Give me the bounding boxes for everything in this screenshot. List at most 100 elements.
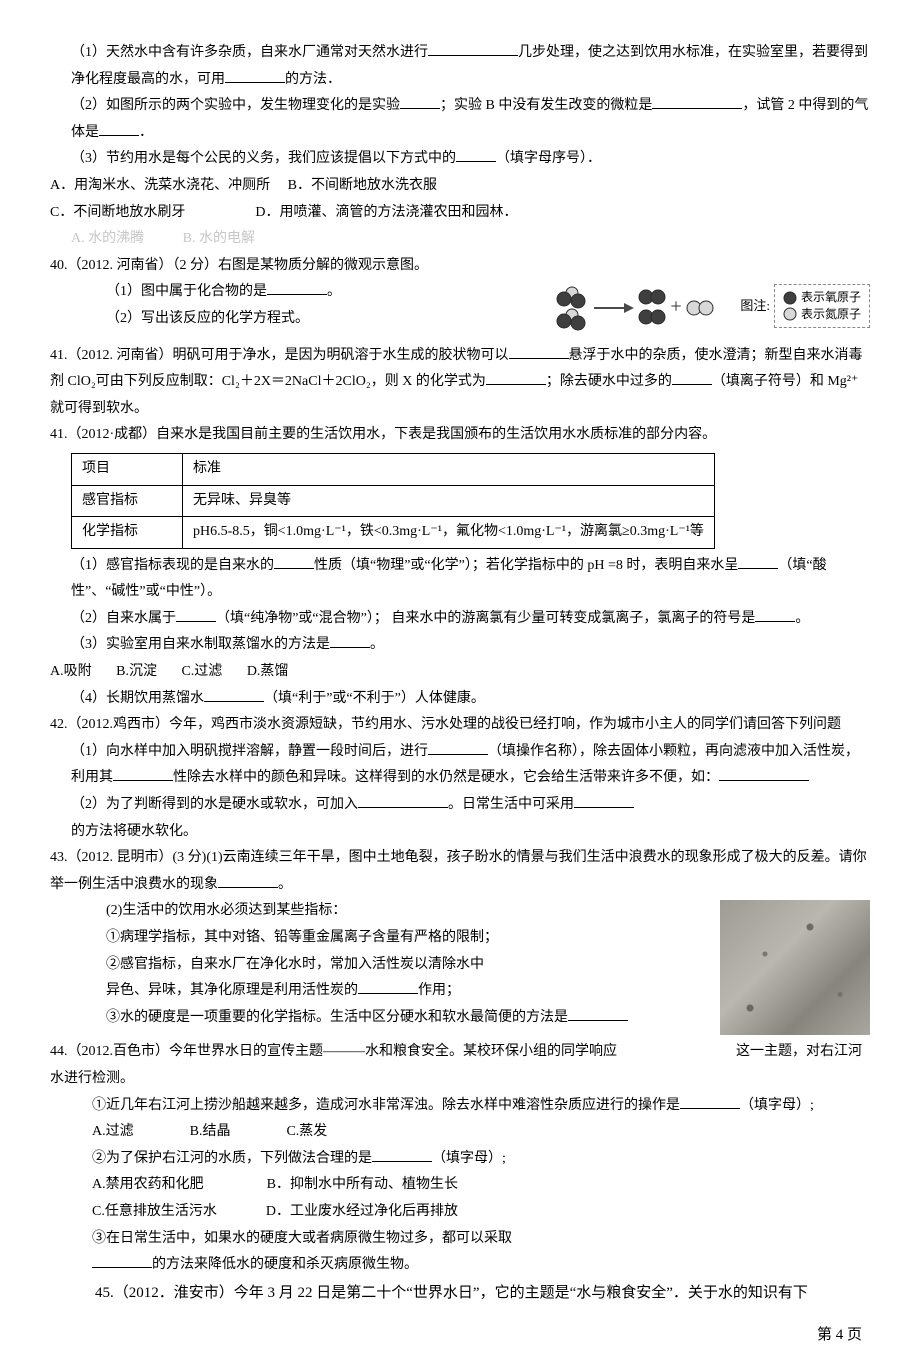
q40-body: （1）图中属于化合物的是 。 （2）写出该反应的化学方程式。 + 图注: 表示氧原…: [50, 279, 870, 332]
drought-photo: [720, 900, 870, 1035]
blank[interactable]: [113, 766, 173, 781]
option-b[interactable]: B．抑制水中所有动、植物生长: [267, 1177, 458, 1192]
blank[interactable]: [719, 766, 809, 781]
blank[interactable]: [267, 280, 327, 295]
q41a: 41.（2012. 河南省）明矾可用于净水，是因为明矾溶于水生成的胶状物可以悬浮…: [50, 343, 870, 423]
blank[interactable]: [680, 1094, 740, 1109]
blank[interactable]: [400, 94, 440, 109]
t: 作用；: [418, 983, 460, 998]
blank[interactable]: [204, 687, 264, 702]
blank[interactable]: [225, 68, 285, 83]
blank[interactable]: [176, 607, 216, 622]
table-row: 化学指标pH6.5-8.5，铜<1.0mg·L⁻¹，铁<0.3mg·L⁻¹，氟化…: [72, 517, 715, 549]
q43-head: 43.（2012. 昆明市）(3 分)(1)云南连续三年干旱，图中土地龟裂，孩子…: [50, 845, 870, 898]
t: （4）长期饮用蒸馏水: [71, 691, 204, 706]
t: 。日常生活中可采用: [448, 797, 574, 812]
t: （填字母序号）．: [496, 151, 601, 166]
blank[interactable]: [652, 94, 742, 109]
blank[interactable]: [428, 740, 488, 755]
option-b[interactable]: B.结晶: [190, 1124, 231, 1139]
t: ；实验 B 中没有发生改变的微粒是: [440, 98, 652, 113]
q41b-head: 41.（2012·成都）自来水是我国目前主要的生活饮用水，下表是我国颁布的生活饮…: [50, 422, 870, 449]
t: （1）图中属于化合物的是: [106, 284, 267, 299]
t: 。: [795, 611, 809, 626]
t: （2）如图所示的两个实验中，发生物理变化的是实验: [71, 98, 400, 113]
blank[interactable]: [274, 554, 314, 569]
option-a[interactable]: A.过滤: [92, 1124, 134, 1139]
q40-2: （2）写出该反应的化学方程式。: [50, 306, 341, 333]
blank[interactable]: [574, 793, 634, 808]
light-b: B. 水的电解: [183, 231, 255, 246]
t: 。: [327, 284, 341, 299]
q41b-3: （3）实验室用自来水制取蒸馏水的方法是 。: [50, 632, 870, 659]
option-c[interactable]: C.任意排放生活污水: [92, 1204, 217, 1219]
t: 性质（填“物理”或“化学”）；若化学指标中的 pH =8 时，表明自来水呈: [314, 558, 738, 573]
q42-2: （2）为了判断得到的水是硬水或软水，可加入。日常生活中可采用: [50, 792, 870, 819]
blank[interactable]: [568, 1006, 628, 1021]
option-c[interactable]: C.过滤: [181, 664, 222, 679]
blank[interactable]: [372, 1147, 432, 1162]
reaction-diagram-icon: +: [554, 281, 734, 331]
q44-2-options-r1: A.禁用农药和化肥 B．抑制水中所有动、植物生长: [50, 1172, 870, 1199]
page-number: 第 4 页: [50, 1321, 870, 1350]
table-row: 项目标准: [72, 453, 715, 485]
legend-title: 图注:: [740, 294, 770, 319]
t: （填“纯净物”或“混合物”）； 自来水中的游离氯有少量可转变成氯离子，氯离子的符…: [216, 611, 755, 626]
option-c[interactable]: C．不间断地放水刷牙: [50, 205, 185, 220]
legend-nitrogen: 表示氮原子: [801, 306, 861, 323]
option-a[interactable]: A.吸附: [50, 664, 92, 679]
blank[interactable]: [330, 633, 370, 648]
t: 异色、异味，其净化原理是利用活性炭的: [106, 983, 358, 998]
blank[interactable]: [92, 1253, 152, 1268]
option-c[interactable]: C.蒸发: [286, 1124, 327, 1139]
t: （3）实验室用自来水制取蒸馏水的方法是: [71, 637, 330, 652]
t: ①近几年右江河上捞沙船越来越多，造成河水非常浑浊。除去水样中难溶性杂质应进行的操…: [92, 1098, 680, 1113]
t: （2）自来水属于: [71, 611, 176, 626]
q44-3b: 的方法来降低水的硬度和杀灭病原微生物。: [50, 1252, 870, 1279]
option-a[interactable]: A．用淘米水、洗菜水浇花、冲厕所: [50, 178, 270, 193]
q42-2b: 的方法将硬水软化。: [50, 819, 870, 846]
t: （1）感官指标表现的是自来水的: [71, 558, 274, 573]
t: 。: [278, 877, 292, 892]
q44-2-options-r2: C.任意排放生活污水 D．工业废水经过净化后再排放: [50, 1199, 870, 1226]
blank[interactable]: [456, 147, 496, 162]
option-d[interactable]: D．工业废水经过净化后再排放: [266, 1204, 458, 1219]
blank[interactable]: [509, 344, 569, 359]
t: （填字母）;: [740, 1098, 814, 1113]
option-a[interactable]: A.禁用农药和化肥: [92, 1177, 204, 1192]
blank[interactable]: [218, 873, 278, 888]
cell: pH6.5-8.5，铜<1.0mg·L⁻¹，铁<0.3mg·L⁻¹，氟化物<1.…: [183, 517, 715, 549]
q44-head: 44.（2012.百色市）今年世界水日的宣传主题———水和粮食安全。某校环保小组…: [50, 1039, 870, 1092]
blank[interactable]: [358, 979, 418, 994]
t: 性除去水样中的颜色和异味。这样得到的水仍然是硬水，它会给生活带来许多不便，如：: [173, 770, 719, 785]
t: 。: [370, 637, 384, 652]
q1-options-row2: C．不间断地放水刷牙 D．用喷灌、滴管的方法浇灌农田和园林．: [50, 200, 870, 227]
t: （3）节约用水是每个公民的义务，我们应该提倡以下方式中的: [71, 151, 456, 166]
blank[interactable]: [358, 793, 448, 808]
q41b-1: （1）感官指标表现的是自来水的 性质（填“物理”或“化学”）；若化学指标中的 pH…: [50, 553, 870, 606]
blank[interactable]: [428, 41, 518, 56]
t: （1）天然水中含有许多杂质，自来水厂通常对天然水进行: [71, 45, 428, 60]
option-d[interactable]: D.蒸馏: [247, 664, 289, 679]
blank[interactable]: [99, 121, 139, 136]
t: ③水的硬度是一项重要的化学指标。生活中区分硬水和软水最简便的方法是: [106, 1010, 568, 1025]
table-row: 感官指标无异味、异臭等: [72, 485, 715, 517]
option-d[interactable]: D．用喷灌、滴管的方法浇灌农田和园林．: [255, 205, 517, 220]
t: 41.（2012. 河南省）明矾可用于净水，是因为明矾溶于水生成的胶状物可以: [50, 348, 509, 363]
q40-diagram: + 图注: 表示氧原子 表示氮原子: [554, 281, 870, 331]
q1-options-row1: A．用淘米水、洗菜水浇花、冲厕所 B．不间断地放水洗衣服: [50, 173, 870, 200]
option-b[interactable]: B．不间断地放水洗衣服: [288, 178, 437, 193]
blank[interactable]: [486, 370, 546, 385]
cell: 感官指标: [72, 485, 183, 517]
standards-table: 项目标准 感官指标无异味、异臭等 化学指标pH6.5-8.5，铜<1.0mg·L…: [71, 453, 715, 549]
blank[interactable]: [755, 607, 795, 622]
blank[interactable]: [738, 554, 778, 569]
option-b[interactable]: B.沉淀: [116, 664, 157, 679]
q42-1: （1）向水样中加入明矾搅拌溶解，静置一段时间后，进行（填操作名称），除去固体小颗…: [50, 739, 870, 792]
t: 的方法．: [285, 72, 341, 87]
t: （1）向水样中加入明矾搅拌溶解，静置一段时间后，进行: [71, 744, 428, 759]
q1-part1: （1）天然水中含有许多杂质，自来水厂通常对天然水进行几步处理，使之达到饮用水标准…: [50, 40, 870, 93]
legend: 图注: 表示氧原子 表示氮原子: [740, 284, 870, 328]
blank[interactable]: [672, 370, 712, 385]
cell: 化学指标: [72, 517, 183, 549]
